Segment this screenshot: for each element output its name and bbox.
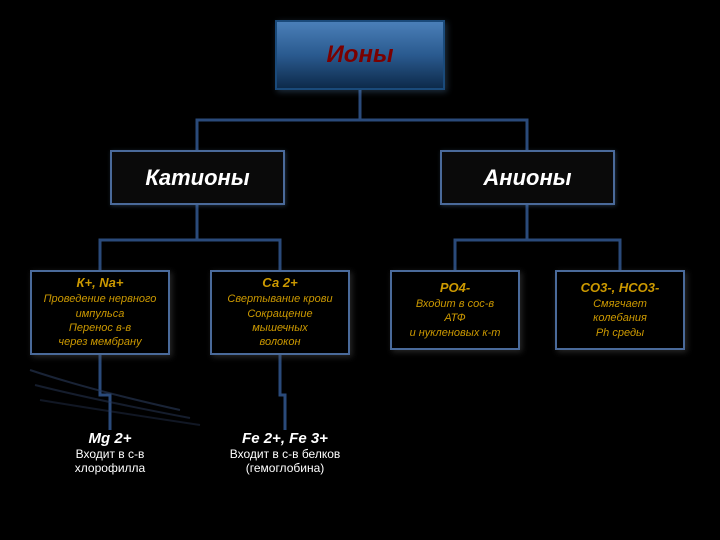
cations-node: Катионы bbox=[110, 150, 285, 205]
fe-line: Входит в с-в белков bbox=[210, 447, 360, 461]
po4-line: АТФ bbox=[444, 311, 465, 325]
po4-title: РO4- bbox=[440, 280, 470, 297]
mg-line: хлорофилла bbox=[50, 461, 170, 475]
co3-line: Рh среды bbox=[596, 326, 644, 340]
ca-title: Са 2+ bbox=[262, 275, 297, 292]
k-na-line: Проведение нервного bbox=[44, 292, 157, 306]
root-node: Ионы bbox=[275, 20, 445, 90]
k-na-node: К+, Na+ Проведение нервного импульса Пер… bbox=[30, 270, 170, 355]
anions-node: Анионы bbox=[440, 150, 615, 205]
fe-line: (гемоглобина) bbox=[210, 461, 360, 475]
k-na-line: через мембрану bbox=[58, 335, 141, 349]
mg-node: Mg 2+ Входит в с-в хлорофилла bbox=[50, 430, 170, 475]
co3-title: СО3-, НСО3- bbox=[581, 280, 660, 297]
po4-line: и нукленовых к-т bbox=[410, 326, 501, 340]
mg-line: Входит в с-в bbox=[50, 447, 170, 461]
co3-node: СО3-, НСО3- Смягчает колебания Рh среды bbox=[555, 270, 685, 350]
anions-label: Анионы bbox=[483, 165, 571, 191]
ca-node: Са 2+ Свертывание крови Сокращение мышеч… bbox=[210, 270, 350, 355]
root-label: Ионы bbox=[327, 41, 394, 69]
po4-node: РO4- Входит в сос-в АТФ и нукленовых к-т bbox=[390, 270, 520, 350]
fe-title: Fe 2+, Fe 3+ bbox=[210, 430, 360, 447]
k-na-line: импульса bbox=[76, 307, 125, 321]
ca-line: Свертывание крови bbox=[227, 292, 332, 306]
ca-line: волокон bbox=[259, 335, 300, 349]
k-na-title: К+, Na+ bbox=[76, 275, 123, 292]
fe-node: Fe 2+, Fe 3+ Входит в с-в белков (гемогл… bbox=[210, 430, 360, 475]
mg-title: Mg 2+ bbox=[50, 430, 170, 447]
cations-label: Катионы bbox=[145, 165, 249, 191]
po4-line: Входит в сос-в bbox=[416, 297, 494, 311]
co3-line: колебания bbox=[593, 311, 647, 325]
co3-line: Смягчает bbox=[593, 297, 647, 311]
k-na-line: Перенос в-в bbox=[69, 321, 131, 335]
ca-line: мышечных bbox=[252, 321, 308, 335]
ca-line: Сокращение bbox=[247, 307, 312, 321]
